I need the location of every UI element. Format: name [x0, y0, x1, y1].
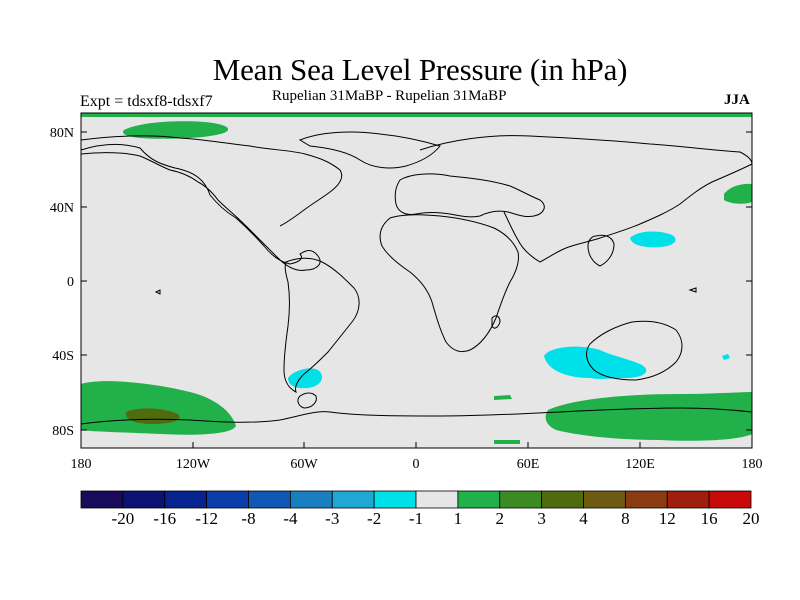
patch-southern-ocean-positive [545, 392, 752, 441]
colorbar-label: -2 [367, 509, 381, 528]
colorbar-label: -4 [283, 509, 298, 528]
colorbar-swatch [289, 490, 333, 509]
colorbar-label: -16 [153, 509, 176, 528]
colorbar-label: 4 [579, 509, 588, 528]
colorbar-swatch [583, 490, 626, 509]
lon-label-120w: 120W [176, 457, 211, 472]
lon-label-180e: 180 [742, 457, 763, 472]
lon-label-60w: 60W [290, 457, 318, 472]
lat-label-80n: 80N [50, 126, 74, 141]
colorbar-swatch [708, 490, 752, 509]
patch-indian-ocean-negative [544, 346, 647, 379]
colorbar-label: 20 [743, 509, 760, 528]
colorbar-swatch [666, 490, 710, 509]
patch-south-pole-positive [494, 440, 520, 444]
lon-label-180w: 180 [71, 457, 92, 472]
colorbar-label: -12 [195, 509, 218, 528]
anomaly-patches [81, 113, 752, 444]
lon-label-60e: 60E [517, 457, 540, 472]
colorbar-label: -8 [241, 509, 255, 528]
map-ticks [80, 131, 753, 448]
colorbar-swatch [331, 490, 375, 509]
colorbar-swatch [373, 490, 417, 509]
lat-label-0: 0 [67, 275, 74, 290]
lat-label-80s: 80S [52, 424, 74, 439]
colorbar-label: 2 [496, 509, 505, 528]
lon-label-120e: 120E [625, 457, 655, 472]
season-label: JJA [724, 92, 750, 108]
colorbar: -20 -16 -12 -8 -4 -3 -2 -1 1 2 3 4 8 12 16 20 [80, 490, 760, 528]
lat-label-40n: 40N [50, 201, 74, 216]
colorbar-swatch [206, 490, 249, 509]
lat-labels: 80N 40N 0 40S 80S [50, 126, 74, 439]
map-background [81, 113, 752, 448]
patch-north-pacific-positive [122, 121, 229, 139]
colorbar-label: 16 [701, 509, 718, 528]
coastlines [80, 131, 753, 425]
colorbar-label: -3 [325, 509, 339, 528]
colorbar-label: 3 [537, 509, 546, 528]
colorbar-swatch [624, 490, 668, 509]
lon-labels: 180 120W 60W 0 60E 120E 180 [71, 457, 763, 472]
colorbar-label: -1 [409, 509, 423, 528]
colorbar-swatch [122, 490, 166, 509]
lon-label-0: 0 [413, 457, 420, 472]
period-label: Rupelian 31MaBP - Rupelian 31MaBP [272, 88, 507, 104]
colorbar-label: -20 [112, 509, 135, 528]
colorbar-swatch [80, 490, 124, 509]
patch-northwest-pacific-positive [724, 183, 752, 204]
patch-arabian-negative [630, 231, 676, 248]
patch-arctic-positive [81, 113, 752, 117]
patch-south-atlantic-small-positive [494, 395, 512, 400]
colorbar-label: 1 [454, 509, 463, 528]
colorbar-swatch [415, 490, 459, 509]
lat-label-40s: 40S [52, 349, 74, 364]
experiment-label: Expt = tdsxf8-tdsxf7 [80, 93, 213, 110]
colorbar-swatch [499, 490, 543, 509]
plot-title: Mean Sea Level Pressure (in hPa) [212, 52, 628, 87]
patch-south-pacific-mid [125, 408, 180, 424]
colorbar-swatch [457, 490, 501, 509]
colorbar-swatch [248, 490, 291, 509]
colorbar-label: 8 [621, 509, 630, 528]
colorbar-label: 12 [659, 509, 676, 528]
colorbar-swatch [164, 490, 208, 509]
patch-south-pacific-positive [81, 381, 236, 435]
patch-east-pacific-small-negative [722, 354, 730, 360]
colorbar-swatch [541, 490, 584, 509]
